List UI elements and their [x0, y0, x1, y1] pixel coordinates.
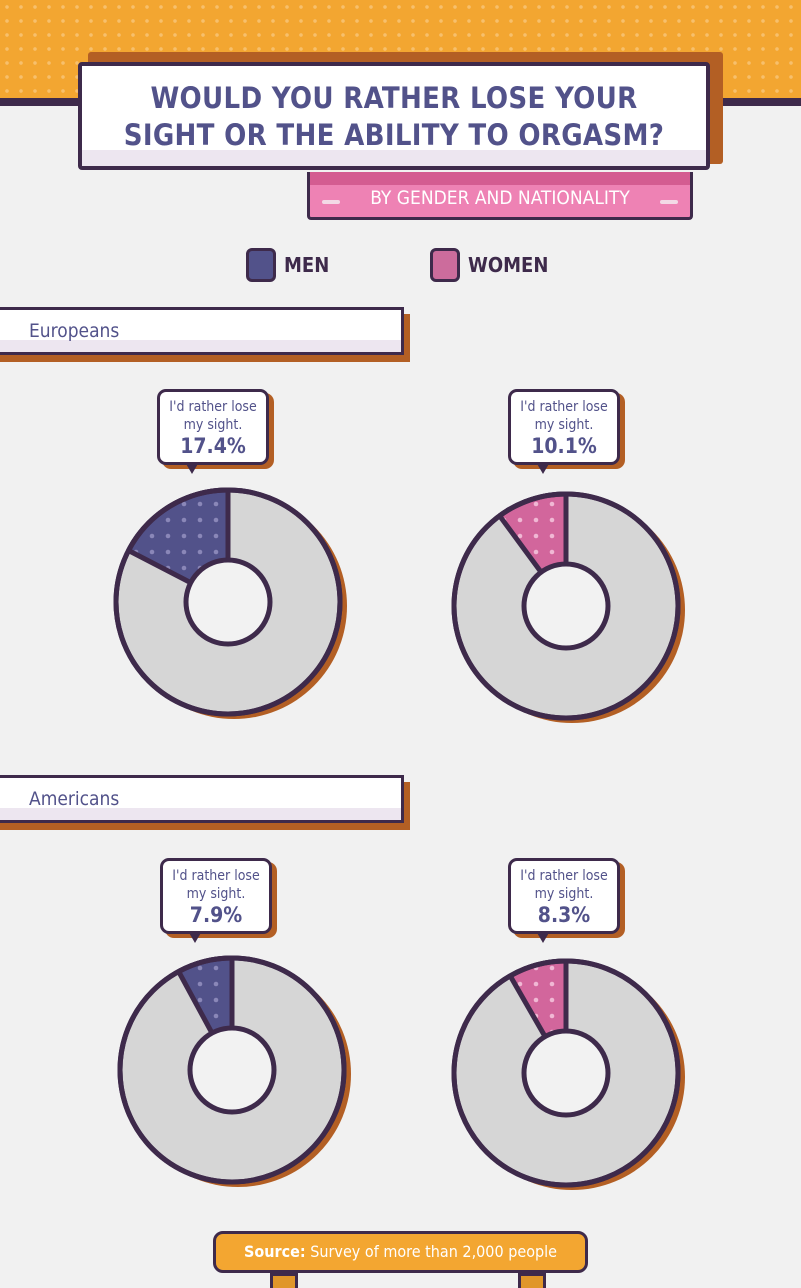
- section-label: Europeans: [29, 320, 120, 342]
- donut-outline-americans-men: [117, 955, 347, 1185]
- title-box: WOULD YOU RATHER LOSE YOUR SIGHT OR THE …: [78, 62, 710, 170]
- callout-europeans-women: I'd rather lose my sight. 10.1%: [508, 389, 625, 474]
- title-line-1: WOULD YOU RATHER LOSE YOUR: [150, 81, 638, 115]
- subtitle: BY GENDER AND NATIONALITY: [370, 187, 630, 209]
- callout-americans-women: I'd rather lose my sight. 8.3%: [508, 858, 625, 943]
- sign-post: [270, 1273, 298, 1288]
- callout-text: my sight.: [534, 886, 594, 902]
- legend-men: MEN: [246, 248, 329, 282]
- callout-text: my sight.: [186, 886, 246, 902]
- source-note: Source: Survey of more than 2,000 people: [213, 1231, 588, 1273]
- page-title: WOULD YOU RATHER LOSE YOUR SIGHT OR THE …: [82, 80, 706, 154]
- donut-hole-europeans-men: [183, 557, 273, 647]
- callout-text: I'd rather lose: [520, 868, 608, 884]
- callout-text: my sight.: [183, 417, 243, 433]
- callout-value: 17.4%: [180, 434, 246, 458]
- donut-hole-europeans-women: [521, 561, 611, 651]
- callout-text: I'd rather lose: [520, 399, 608, 415]
- legend-swatch-women: [430, 248, 460, 282]
- subtitle-banner: BY GENDER AND NATIONALITY: [307, 172, 693, 220]
- callout-americans-men: I'd rather lose my sight. 7.9%: [160, 858, 277, 943]
- section-header-americans: Americans: [0, 775, 404, 823]
- callout-value: 8.3%: [537, 903, 591, 927]
- donut-outline-americans-women: [451, 958, 681, 1188]
- callout-text: I'd rather lose: [172, 868, 260, 884]
- sign-post: [518, 1273, 546, 1288]
- donut-outline-europeans-men: [113, 487, 343, 717]
- donut-hole-americans-women: [521, 1028, 611, 1118]
- donut-outline-europeans-women: [451, 491, 681, 721]
- callout-europeans-men: I'd rather lose my sight. 17.4%: [157, 389, 274, 474]
- legend-women: WOMEN: [430, 248, 548, 282]
- source-prefix: Source:: [244, 1242, 306, 1261]
- section-label: Americans: [29, 788, 120, 810]
- legend-swatch-men: [246, 248, 276, 282]
- legend-label-women: WOMEN: [468, 253, 549, 277]
- callout-value: 7.9%: [189, 903, 243, 927]
- donut-hole-americans-men: [187, 1025, 277, 1115]
- legend-label-men: MEN: [284, 253, 330, 277]
- section-header-europeans: Europeans: [0, 307, 404, 355]
- callout-text: my sight.: [534, 417, 594, 433]
- callout-text: I'd rather lose: [169, 399, 257, 415]
- source-text: Survey of more than 2,000 people: [305, 1242, 557, 1261]
- callout-value: 10.1%: [531, 434, 597, 458]
- title-line-2: SIGHT OR THE ABILITY TO ORGASM?: [123, 118, 665, 152]
